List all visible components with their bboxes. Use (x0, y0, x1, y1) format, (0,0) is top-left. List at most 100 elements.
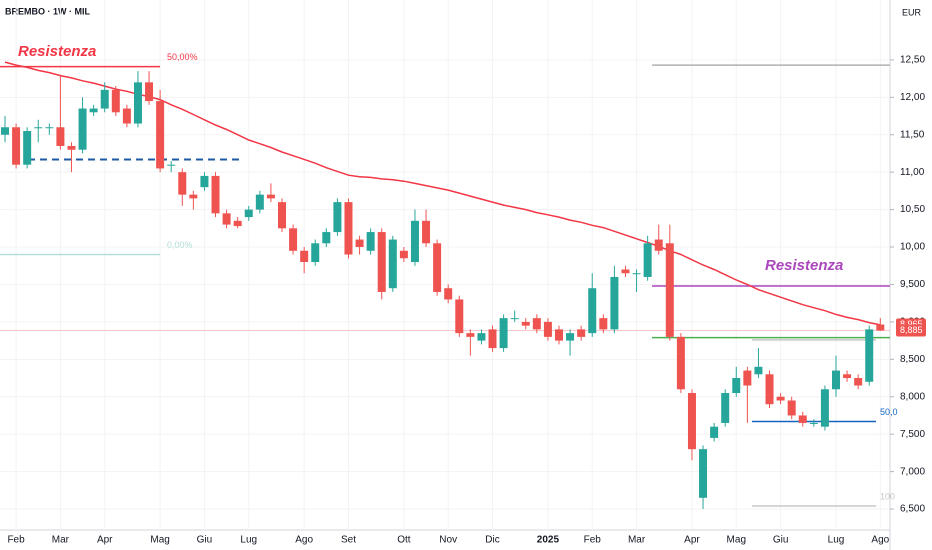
candle-body (45, 127, 54, 129)
candle-body (477, 333, 486, 341)
x-tick-label: Ago (295, 535, 313, 546)
y-tick-label: 11,50 (900, 129, 925, 140)
x-tick-label: Mag (727, 535, 746, 546)
price-tag-label: 8,885 (900, 325, 923, 335)
candle-body (78, 108, 87, 150)
x-tick-label: Ott (397, 535, 411, 546)
candle-body (809, 422, 818, 424)
candle-body (244, 209, 253, 218)
candle-body (710, 426, 719, 438)
candle-body (765, 374, 774, 405)
candle-body (34, 127, 43, 129)
candle-body (843, 374, 852, 379)
candle-body (133, 82, 142, 124)
x-tick-label: 2025 (537, 535, 560, 546)
candle-body (211, 175, 220, 214)
candle-body (122, 108, 131, 124)
candle-body (67, 145, 76, 150)
candle-body (455, 299, 464, 334)
level-label: 100 (880, 491, 895, 501)
candle-body (300, 250, 309, 263)
x-tick-label: Mag (150, 535, 169, 546)
x-tick-label: Ago (871, 535, 889, 546)
candle-body (222, 213, 231, 225)
candle-body (233, 220, 242, 227)
candle-body (355, 239, 364, 248)
candle-body (854, 378, 863, 386)
candle-body (466, 333, 475, 337)
candle-body (255, 194, 264, 210)
y-tick-label: 8,000 (900, 391, 925, 402)
candle-body (266, 194, 275, 199)
x-tick-label: Feb (7, 535, 25, 546)
candle-body (23, 131, 32, 165)
x-tick-label: Apr (684, 535, 700, 546)
candle-body (488, 329, 497, 349)
candle-body (699, 449, 708, 498)
candle-body (311, 243, 320, 263)
currency: EUR (902, 7, 922, 17)
candle-body (200, 175, 209, 188)
candle-body (178, 172, 187, 195)
candle-body (787, 400, 796, 416)
candle-body (555, 329, 563, 341)
y-tick-label: 11,00 (900, 167, 925, 178)
candle-body (588, 288, 597, 334)
candle-body (865, 329, 874, 382)
chart-title: BREMBO · 1W · MIL (5, 6, 90, 16)
candle-body (510, 318, 519, 320)
candle-body (610, 276, 619, 330)
candle-body (433, 243, 442, 292)
candle-body (599, 318, 608, 330)
candle-body (643, 243, 652, 277)
candle-body (100, 89, 109, 109)
candle-body (732, 378, 741, 394)
candle-body (56, 127, 65, 146)
candle-body (676, 336, 685, 390)
candle-body (12, 127, 21, 165)
candle-body (566, 333, 575, 341)
y-tick-label: 7,500 (900, 429, 925, 440)
candle-body (687, 393, 696, 450)
candle-body (145, 82, 154, 102)
candle-body (189, 194, 198, 199)
x-tick-label: Apr (97, 535, 113, 546)
candle-body (388, 239, 397, 289)
candle-body (820, 389, 829, 427)
candle-body (632, 273, 641, 275)
candle-body (543, 321, 552, 337)
x-tick-label: Giu (197, 535, 213, 546)
x-tick-label: Lug (828, 535, 845, 546)
annotation: Resistenza (18, 43, 96, 60)
x-tick-label: Lug (240, 535, 257, 546)
y-tick-label: 12,50 (900, 55, 925, 66)
candle-body (876, 324, 885, 331)
candle-body (743, 370, 752, 386)
candle-body (577, 329, 586, 337)
y-tick-label: 9,500 (900, 279, 925, 290)
candle-body (366, 232, 375, 251)
level-label: 0,00% (167, 240, 193, 250)
candle-body (167, 164, 176, 166)
price-tag (896, 324, 926, 337)
price-tag-label: 8,965 (900, 319, 923, 329)
annotation: Resistenza (765, 257, 843, 274)
x-tick-label: Dic (485, 535, 499, 546)
candle-body (333, 202, 342, 233)
candle-body (377, 232, 386, 292)
x-tick-label: Set (341, 535, 356, 546)
candle-body (499, 318, 508, 349)
candle-body (422, 220, 431, 244)
candle-body (721, 393, 730, 423)
candle-body (654, 239, 663, 251)
candle-body (410, 220, 419, 263)
y-tick-label: 12,00 (900, 92, 925, 103)
candle-body (399, 250, 408, 259)
x-tick-label: Giu (773, 535, 789, 546)
candle-body (754, 366, 763, 375)
x-tick-label: Feb (584, 535, 602, 546)
candle-body (344, 202, 353, 255)
candle-body (776, 396, 785, 401)
